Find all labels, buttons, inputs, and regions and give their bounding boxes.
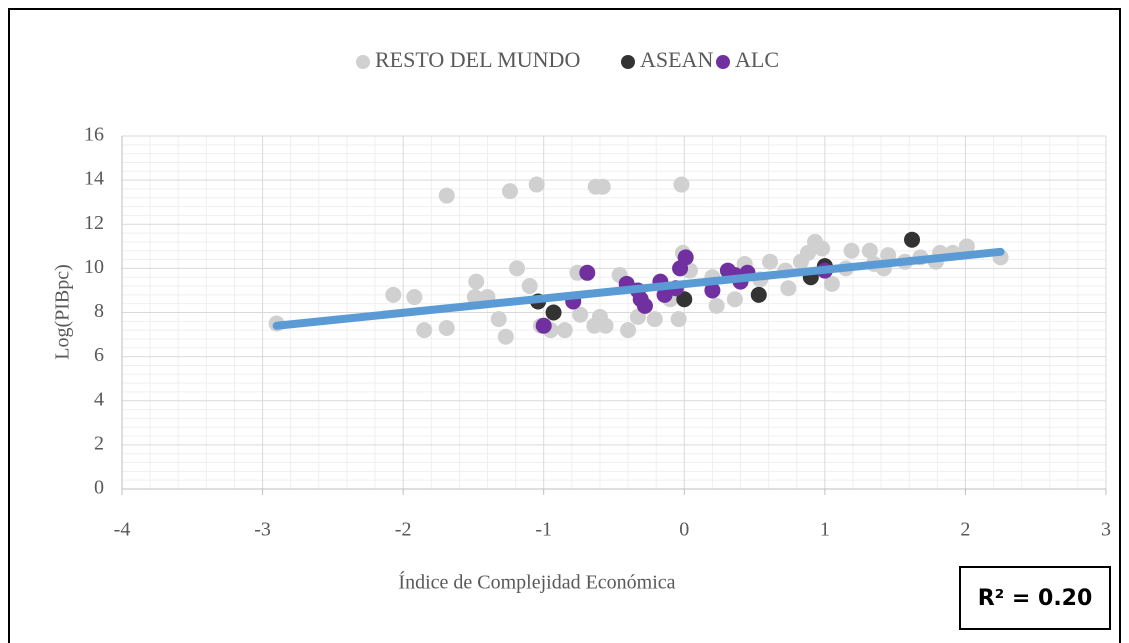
point	[416, 322, 433, 339]
point	[861, 242, 878, 259]
point	[438, 187, 455, 204]
point	[620, 322, 637, 339]
point	[673, 176, 690, 193]
y-tick-label: 2	[94, 432, 104, 454]
y-tick-label: 4	[94, 388, 104, 410]
point	[594, 178, 611, 195]
point	[762, 253, 779, 270]
y-tick-label: 8	[94, 300, 104, 322]
point	[579, 264, 596, 281]
point	[676, 291, 693, 308]
annotation-box	[959, 566, 1111, 630]
legend-label: RESTO DEL MUNDO	[375, 47, 580, 72]
point	[814, 240, 831, 257]
point	[385, 286, 402, 303]
x-axis-label: Índice de Complejidad Económica	[398, 571, 675, 594]
point	[497, 328, 514, 345]
point	[509, 260, 526, 277]
point	[708, 297, 725, 314]
point	[438, 319, 455, 336]
x-tick-label: 3	[1101, 519, 1111, 541]
point	[726, 291, 743, 308]
point	[535, 317, 552, 334]
legend-marker	[356, 55, 370, 69]
y-axis-label: Log(PIBpc)	[52, 264, 74, 360]
y-tick-label: 0	[94, 477, 104, 499]
point	[501, 183, 518, 200]
x-tick-label: -2	[395, 519, 412, 541]
point	[823, 275, 840, 292]
y-tick-label: 14	[84, 168, 104, 190]
y-tick-label: 10	[84, 256, 104, 278]
point	[843, 242, 860, 259]
point	[521, 278, 538, 295]
point	[572, 306, 589, 323]
x-tick-label: -4	[114, 519, 131, 541]
point	[597, 317, 614, 334]
point	[556, 322, 573, 339]
point	[466, 289, 483, 306]
y-tick-label: 16	[84, 124, 104, 146]
x-tick-label: 0	[679, 519, 689, 541]
y-tick-label: 12	[84, 212, 104, 234]
point	[958, 238, 975, 255]
y-tick-label: 6	[94, 344, 104, 366]
point	[468, 273, 485, 290]
x-tick-label: 2	[960, 519, 970, 541]
legend-marker	[716, 55, 730, 69]
point	[545, 304, 562, 321]
point	[704, 282, 721, 299]
x-tick-label: -3	[254, 519, 271, 541]
trendline	[272, 247, 1005, 330]
point	[780, 280, 797, 297]
point	[406, 289, 423, 306]
point	[490, 311, 507, 328]
legend-marker	[621, 55, 635, 69]
point	[677, 249, 694, 266]
point	[750, 286, 767, 303]
x-tick-label: 1	[820, 519, 830, 541]
annotation: R² = 0.20	[978, 586, 1093, 611]
x-tick-label: -1	[535, 519, 552, 541]
point	[904, 231, 921, 248]
legend-label: ALC	[735, 47, 779, 72]
point	[636, 297, 653, 314]
point	[528, 176, 545, 193]
point	[670, 311, 687, 328]
point	[646, 311, 663, 328]
legend-label: ASEAN	[640, 47, 713, 72]
